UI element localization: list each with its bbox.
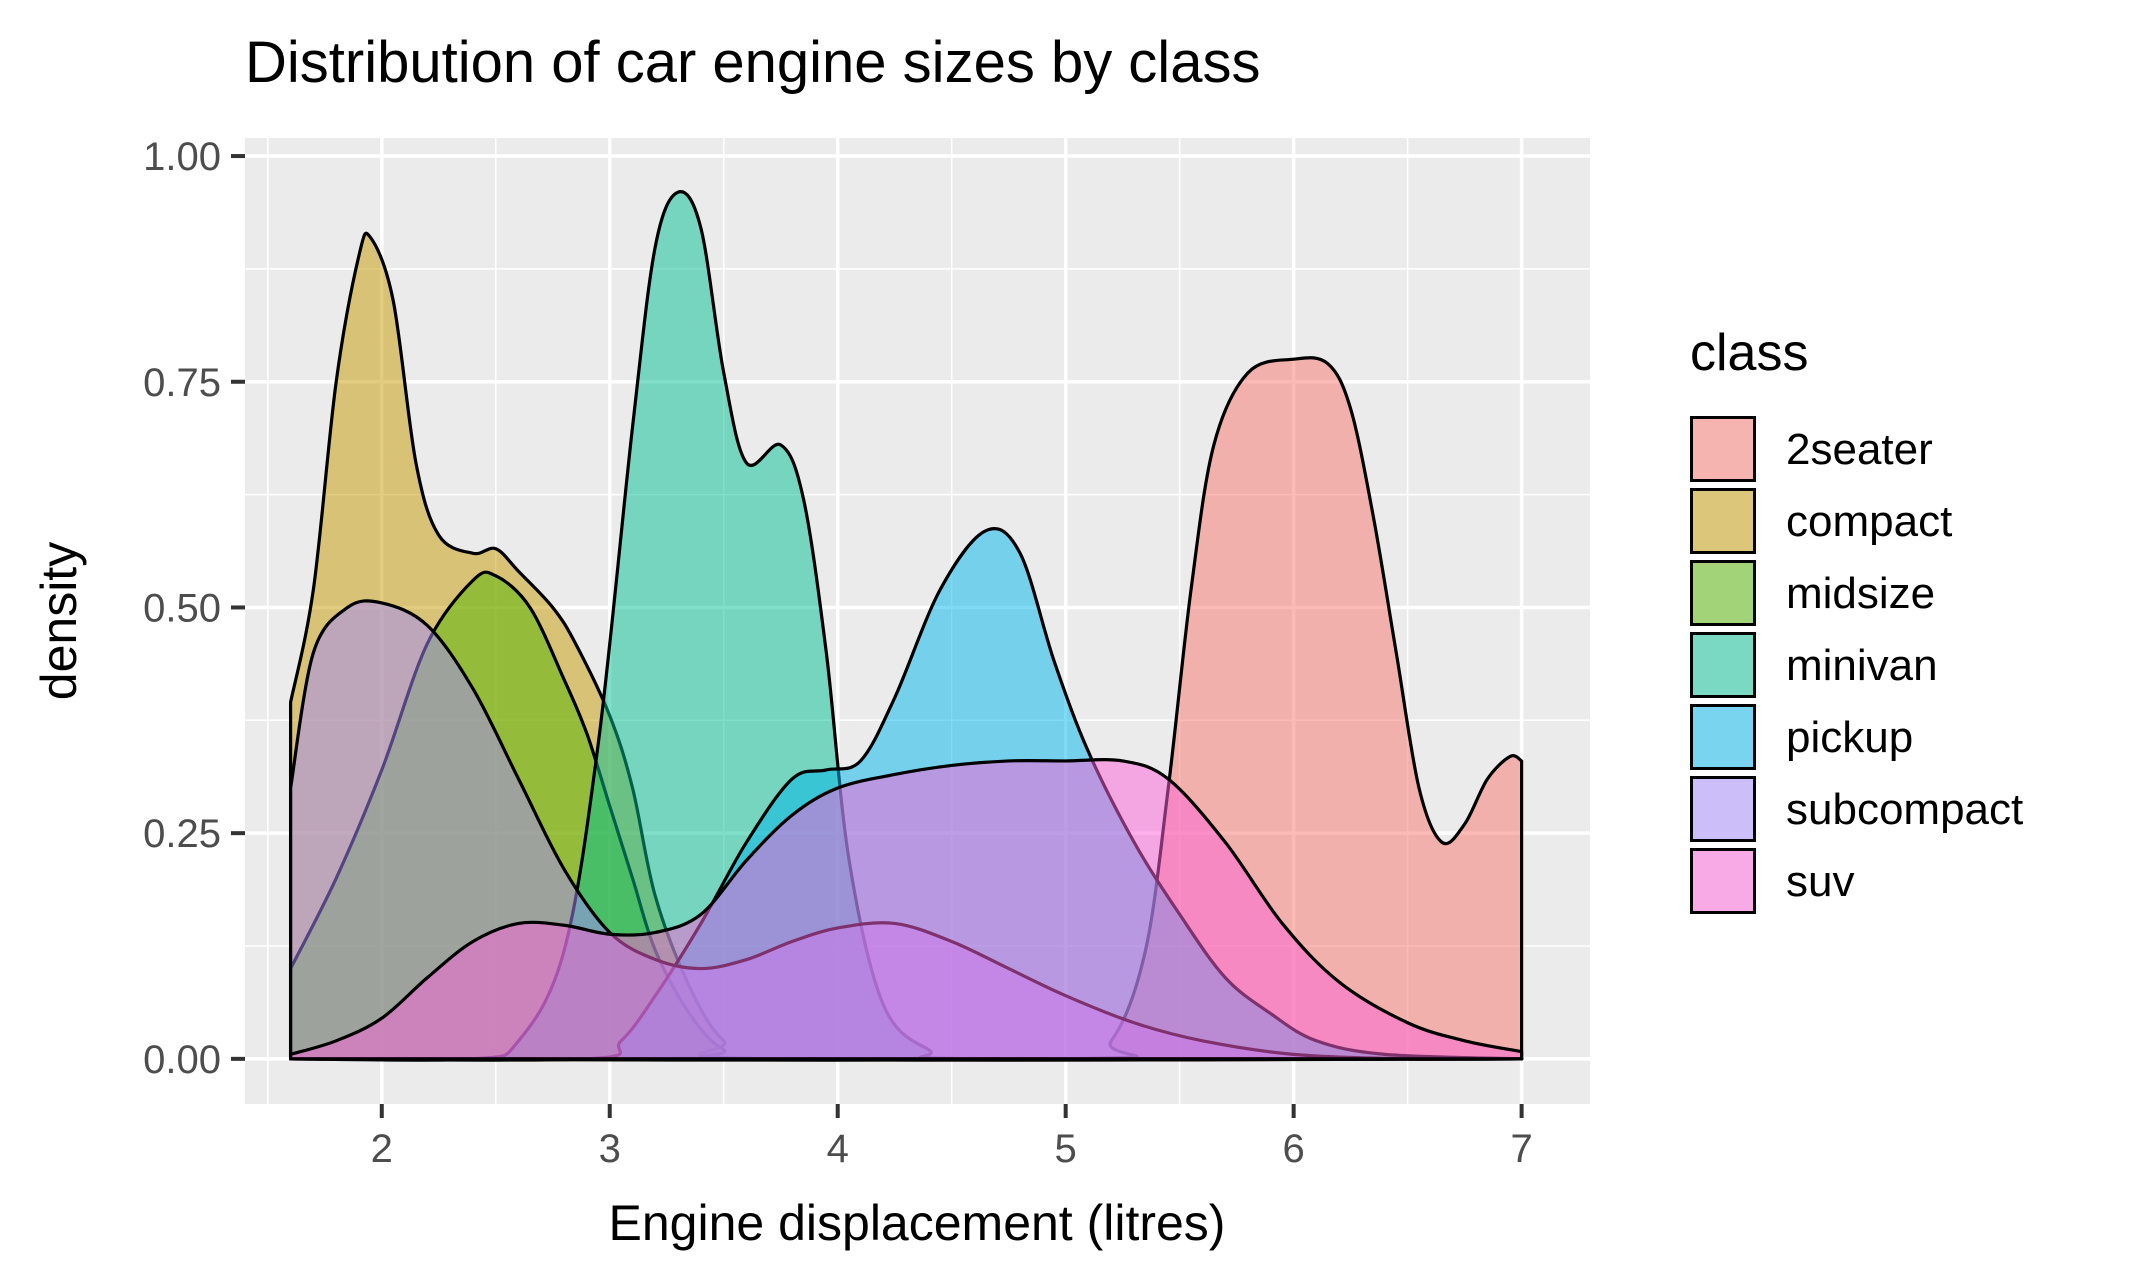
legend-label: 2seater [1786,425,1933,474]
legend-swatch [1690,632,1756,698]
legend-swatch [1690,416,1756,482]
x-tick-label: 5 [1055,1127,1077,1171]
y-tick-label: 0.25 [143,812,221,856]
legend-label: compact [1786,497,1952,546]
legend: class 2seater compact midsize minivan pickup… [1690,324,2023,914]
x-tick-label: 2 [371,1127,393,1171]
legend-item-subcompact: subcompact [1690,776,2023,842]
legend-label: subcompact [1786,785,2023,834]
legend-item-midsize: midsize [1690,560,1935,626]
y-axis-title: density [31,542,87,700]
x-tick-label: 7 [1510,1127,1532,1171]
x-axis: 2 3 4 5 6 7 [371,1104,1533,1171]
legend-item-2seater: 2seater [1690,416,1933,482]
legend-item-minivan: minivan [1690,632,1938,698]
x-axis-title: Engine displacement (litres) [609,1195,1226,1251]
density-areas [288,190,1524,1062]
x-tick-label: 3 [599,1127,621,1171]
legend-label: suv [1786,857,1854,906]
legend-swatch [1690,560,1756,626]
y-tick-label: 0.00 [143,1038,221,1082]
x-tick-label: 6 [1283,1127,1305,1171]
legend-label: minivan [1786,641,1938,690]
legend-swatch [1690,776,1756,842]
density-area-suv [288,758,1524,1061]
legend-swatch [1690,704,1756,770]
legend-swatch [1690,488,1756,554]
legend-item-suv: suv [1690,848,1854,914]
y-axis: 0.00 0.25 0.50 0.75 1.00 [143,135,245,1082]
y-tick-label: 1.00 [143,135,221,179]
legend-item-compact: compact [1690,488,1952,554]
legend-swatch [1690,848,1756,914]
legend-label: pickup [1786,713,1913,762]
chart-title: Distribution of car engine sizes by clas… [245,30,1260,95]
legend-item-pickup: pickup [1690,704,1913,770]
x-tick-label: 4 [827,1127,849,1171]
y-tick-label: 0.75 [143,361,221,405]
legend-label: midsize [1786,569,1935,618]
legend-title: class [1690,324,1808,382]
y-tick-label: 0.50 [143,586,221,630]
